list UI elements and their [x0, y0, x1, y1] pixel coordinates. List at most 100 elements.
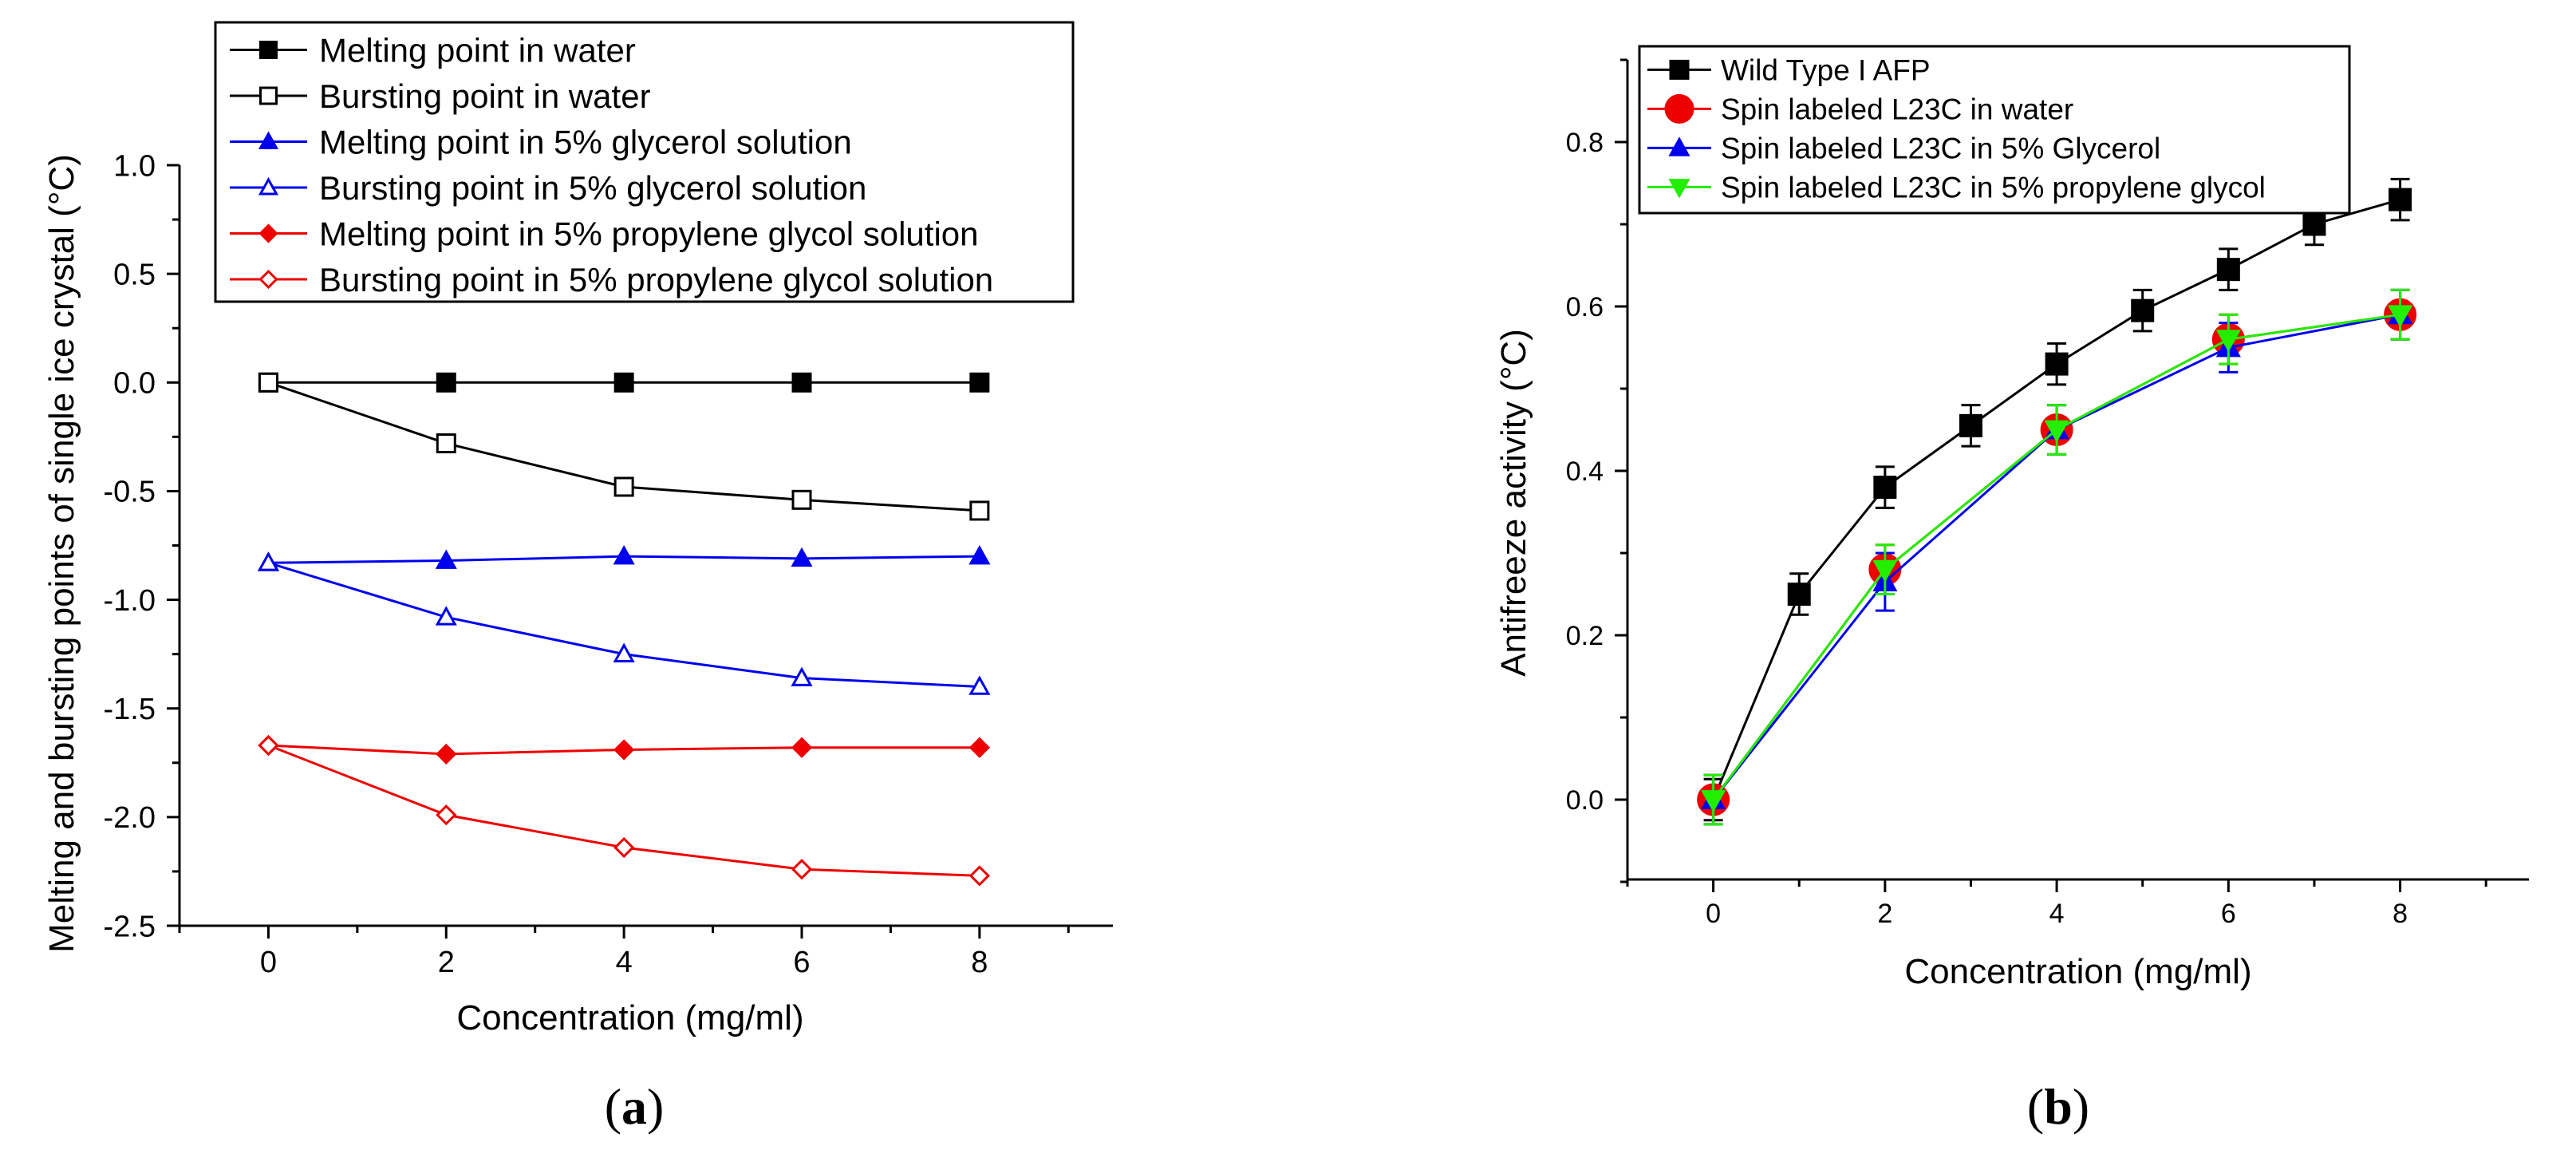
legend-label: Wild Type I AFP [1721, 54, 1931, 87]
data-point [968, 737, 990, 758]
data-point [968, 675, 991, 695]
y-tick-label: 0.5 [113, 258, 156, 291]
data-point [791, 372, 812, 393]
legend-marker [259, 86, 278, 105]
data-point [257, 551, 279, 571]
legend-entry: Bursting point in 5% glycerol solution [230, 169, 866, 207]
series-line [1712, 313, 2400, 800]
legend: Melting point in water Bursting point in … [214, 21, 1075, 303]
legend-marker [258, 223, 278, 243]
legend-label: Bursting point in 5% propylene glycol so… [319, 261, 993, 298]
legend-marker [259, 41, 278, 59]
legend-marker [258, 269, 278, 290]
legend-entry: Melting point in 5% glycerol solution [230, 124, 852, 161]
y-tick-label: 1.0 [113, 149, 156, 183]
data-point [2302, 212, 2326, 236]
series-4 [257, 551, 991, 695]
data-point [2216, 258, 2240, 282]
x-tick-label: 0 [260, 946, 277, 979]
data-point [1873, 476, 1897, 500]
legend-marker [1668, 136, 1690, 156]
legend-entry: Spin labeled L23C in 5% Glycerol [1647, 132, 2160, 165]
series-5 [258, 734, 990, 765]
series-6 [258, 734, 990, 887]
legend-entry: Spin labeled L23C in water [1647, 93, 2073, 126]
x-tick-label: 4 [2049, 899, 2065, 929]
data-point [791, 737, 813, 758]
y-tick-label: 0.8 [1566, 128, 1604, 158]
legend-label: Bursting point in water [319, 77, 651, 115]
legend-box [214, 21, 1075, 303]
data-point [1701, 790, 1726, 813]
data-point [613, 836, 635, 859]
x-tick-label: 8 [2393, 899, 2408, 929]
data-point [2045, 352, 2069, 376]
data-point [1787, 583, 1811, 606]
series-line [267, 561, 980, 688]
y-tick-label: -1.5 [104, 693, 156, 726]
x-tick-label: 0 [1706, 899, 1721, 929]
data-point [2388, 305, 2413, 328]
legend-entry: Bursting point in 5% propylene glycol so… [230, 261, 993, 298]
x-tick-label: 6 [2221, 899, 2236, 929]
data-point [436, 433, 456, 454]
data-point [258, 372, 278, 393]
legend-box [1638, 45, 2351, 215]
data-point [791, 859, 813, 880]
series-3 [257, 545, 991, 571]
chart-a: 0 2 4 6 8 -2.5 -2.0 -1.5 -1.0 -0.5 0.0 0.5 1.0 Concen… [42, 21, 1113, 1037]
y-axis-label: Antifreeze activity (°C) [1494, 329, 1533, 677]
legend-label: Spin labeled L23C in 5% propylene glycol [1721, 172, 2266, 204]
data-point [436, 804, 457, 826]
y-axis-label: Melting and bursting points of single ic… [42, 154, 81, 953]
data-point [969, 372, 990, 393]
data-point [2131, 298, 2155, 322]
x-axis-label: Concentration (mg/ml) [456, 998, 803, 1037]
data-point [968, 545, 991, 565]
caption-b-label: b [2044, 1078, 2073, 1135]
x-tick-label: 8 [971, 946, 988, 979]
y-tick-label: 0.2 [1566, 621, 1604, 651]
x-tick-label: 2 [1877, 899, 1892, 929]
series-4 [1701, 288, 2413, 826]
data-point [791, 547, 813, 567]
y-tick-label: -0.5 [104, 476, 156, 509]
legend-entry: Bursting point in water [230, 77, 651, 115]
legend-marker [1664, 93, 1694, 124]
legend-label: Melting point in 5% propylene glycol sol… [319, 215, 979, 253]
chart-b: 0 2 4 6 8 0.0 0.2 0.4 0.6 0.8 Concentration (mg/ml… [1494, 45, 2529, 991]
legend-label: Spin labeled L23C in water [1721, 93, 2073, 126]
y-tick-label: -2.5 [104, 910, 156, 943]
y-tick-label: -1.0 [104, 584, 156, 618]
data-point [969, 500, 990, 521]
data-point [613, 739, 635, 761]
legend-entry: Spin labeled L23C in 5% propylene glycol [1647, 172, 2266, 204]
data-point [436, 743, 457, 765]
caption-a-label: a [621, 1078, 647, 1135]
x-tick-label: 4 [616, 946, 633, 979]
legend-label: Spin labeled L23C in 5% Glycerol [1721, 132, 2160, 165]
data-point [2044, 420, 2069, 443]
y-tick-label: 0.4 [1566, 456, 1604, 487]
legend-marker [258, 176, 279, 196]
y-tick-label: 0.6 [1566, 292, 1604, 322]
y-tick-label: -2.0 [104, 801, 156, 835]
data-point [258, 734, 279, 757]
data-point [613, 642, 635, 662]
legend-entry: Wild Type I AFP [1647, 54, 1931, 87]
data-point [613, 476, 634, 497]
series-1 [1702, 177, 2412, 822]
legend-marker [258, 131, 279, 149]
series-1 [258, 372, 990, 393]
x-tick-label: 6 [793, 946, 810, 979]
data-point [435, 549, 457, 569]
data-point [613, 545, 635, 565]
x-axis-label: Concentration (mg/ml) [1904, 952, 2251, 991]
caption-b: (b) [2027, 1078, 2089, 1135]
data-point [2389, 188, 2412, 211]
data-point [1872, 559, 1898, 583]
data-point [1959, 413, 1982, 437]
y-tick-label: 0.0 [1566, 785, 1604, 816]
legend: Wild Type I AFP Spin labeled L23C in wate… [1638, 45, 2351, 215]
